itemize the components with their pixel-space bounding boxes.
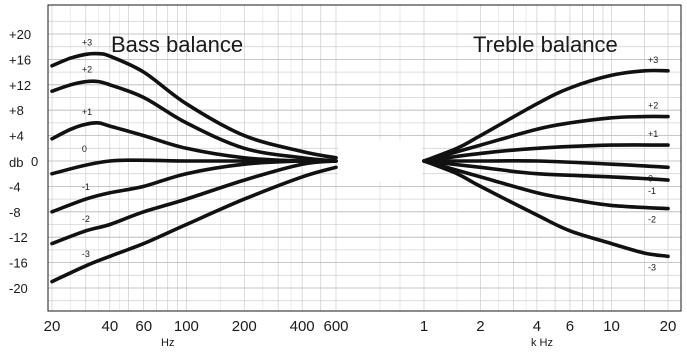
bass-curve-+3 xyxy=(50,51,338,160)
bass-curve-label: -1 xyxy=(82,182,90,192)
bass-x-tick-label: 40 xyxy=(102,318,119,335)
y-tick-label: +4 xyxy=(9,129,24,144)
labels: +3 +2 +1 0 -1 -2 -3 +3 +2 +1 0 -1 -2 -3 +20 +16 +12 +8 +4 0… xyxy=(9,27,676,335)
treble-curve-label: -1 xyxy=(648,186,656,196)
y-axis-label: db xyxy=(9,155,23,170)
treble-curve-+2 xyxy=(422,114,670,163)
treble-x-tick-label: 10 xyxy=(603,318,620,335)
treble-title: Treble balance xyxy=(473,32,618,57)
bass-curve--3 xyxy=(50,165,338,284)
bass-x-tick-label: 60 xyxy=(135,318,152,335)
y-tick-label: 0 xyxy=(31,154,38,169)
treble-curve-+3 xyxy=(422,68,670,163)
bass-curve-label: +2 xyxy=(82,65,92,75)
curves xyxy=(50,51,670,284)
treble-curve-0 xyxy=(422,158,670,170)
y-tick-label: -4 xyxy=(9,179,21,194)
bass-x-tick-label: 600 xyxy=(323,318,348,335)
bass-curve--1 xyxy=(50,158,338,214)
treble-x-tick-label: 1 xyxy=(420,318,428,335)
treble-x-tick-label: 20 xyxy=(660,318,677,335)
bass-title: Bass balance xyxy=(111,32,243,57)
bass-x-tick-label: 100 xyxy=(174,318,199,335)
treble-curve-label: +3 xyxy=(648,55,658,65)
treble-curve--1 xyxy=(422,159,670,182)
treble-curve-label: -3 xyxy=(648,262,656,272)
y-tick-label: -20 xyxy=(9,281,28,296)
y-tick-label: +20 xyxy=(9,27,31,42)
treble-x-unit: k Hz xyxy=(531,337,553,349)
bass-x-tick-label: 200 xyxy=(232,318,257,335)
y-tick-label: -12 xyxy=(9,230,28,245)
bass-curve-label: -3 xyxy=(82,249,90,259)
treble-curve-label: +2 xyxy=(648,101,658,111)
plot-frame xyxy=(47,4,682,312)
bass-curve-label: +3 xyxy=(82,37,92,47)
bass-curve-label: 0 xyxy=(82,144,87,154)
bass-curve-label: -2 xyxy=(82,214,90,224)
y-tick-label: -16 xyxy=(9,256,28,271)
treble-x-tick-label: 2 xyxy=(476,318,484,335)
bass-x-tick-label: 20 xyxy=(44,318,61,335)
treble-curve--3 xyxy=(422,159,670,259)
bass-curve-label: +1 xyxy=(82,107,92,117)
center-gap xyxy=(338,140,422,182)
bass-x-tick-label: 400 xyxy=(290,318,315,335)
bass-x-unit: Hz xyxy=(161,337,174,349)
treble-x-tick-label: 4 xyxy=(533,318,541,335)
bass-curve-+2 xyxy=(50,79,338,163)
treble-curve-+1 xyxy=(422,143,670,163)
treble-x-tick-label: 6 xyxy=(566,318,574,335)
y-tick-label: +12 xyxy=(9,78,31,93)
treble-curve-label: +1 xyxy=(648,129,658,139)
y-tick-label: -8 xyxy=(9,205,21,220)
treble-curve-label: 0 xyxy=(648,173,653,183)
y-tick-label: +16 xyxy=(9,52,31,67)
y-tick-label: +8 xyxy=(9,103,24,118)
treble-curve-label: -2 xyxy=(648,215,656,225)
treble-curve--2 xyxy=(422,159,670,211)
bass-curve--2 xyxy=(50,159,338,246)
